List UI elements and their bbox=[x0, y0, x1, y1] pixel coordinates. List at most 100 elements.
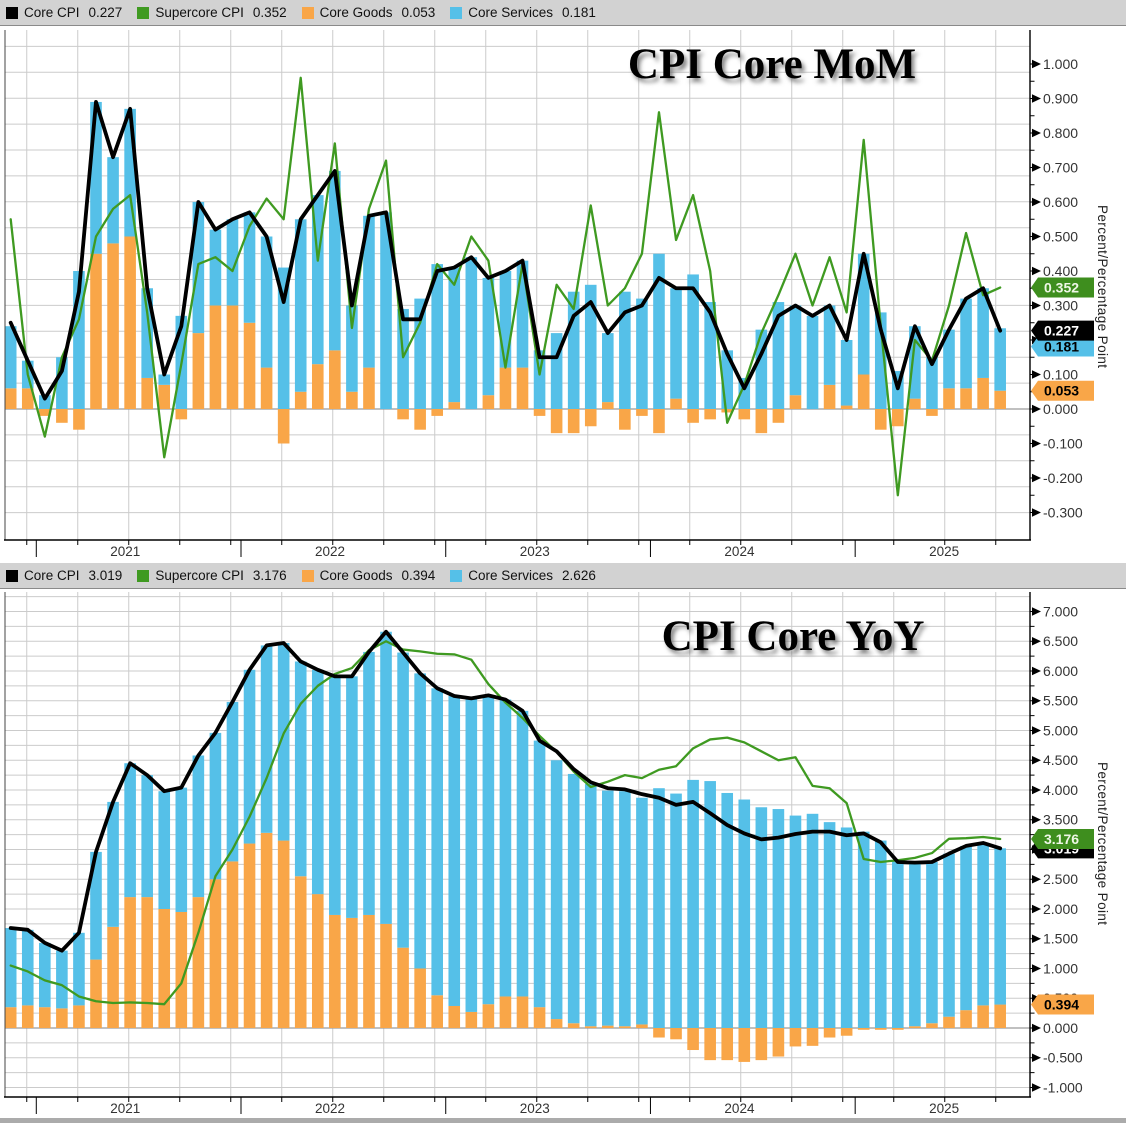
svg-text:0.000: 0.000 bbox=[1043, 1020, 1078, 1036]
svg-text:0.181: 0.181 bbox=[1044, 339, 1079, 355]
stacked-bars bbox=[4, 101, 1006, 444]
svg-text:0.400: 0.400 bbox=[1043, 263, 1078, 279]
svg-text:5.000: 5.000 bbox=[1043, 722, 1078, 738]
legend-label: Core CPI bbox=[24, 5, 80, 20]
svg-text:5.500: 5.500 bbox=[1043, 693, 1078, 709]
svg-text:-0.300: -0.300 bbox=[1043, 504, 1083, 520]
legend-value: 0.227 bbox=[88, 5, 123, 20]
mom-chart-title: CPI Core MoM bbox=[627, 41, 917, 88]
supercore-cpi-line bbox=[9, 76, 1002, 497]
svg-text:-1.000: -1.000 bbox=[1043, 1079, 1083, 1095]
svg-text:4.000: 4.000 bbox=[1043, 782, 1078, 798]
legend-swatch-icon bbox=[301, 569, 314, 582]
legend-value: 0.352 bbox=[252, 5, 287, 20]
x-year-label: 2021 bbox=[110, 544, 140, 559]
core-cpi-line bbox=[8, 629, 1003, 953]
x-year-label: 2023 bbox=[520, 1101, 550, 1116]
legend-swatch-icon bbox=[450, 6, 463, 19]
legend-item-core-services: Core Services 0.181 bbox=[450, 5, 596, 20]
legend-label: Core CPI bbox=[24, 568, 80, 583]
tag-0.352 bbox=[1031, 277, 1094, 298]
svg-text:1.500: 1.500 bbox=[1043, 931, 1078, 947]
legend-label: Core Goods bbox=[319, 5, 393, 20]
svg-text:0.800: 0.800 bbox=[1043, 125, 1078, 141]
legend-swatch-icon bbox=[450, 569, 463, 582]
legend-value: 0.394 bbox=[401, 568, 436, 583]
tag-0.394 bbox=[1031, 994, 1094, 1015]
legend-item-core-goods: Core Goods 0.394 bbox=[301, 568, 436, 583]
svg-text:4.500: 4.500 bbox=[1043, 752, 1078, 768]
svg-text:1.000: 1.000 bbox=[1043, 56, 1078, 72]
x-year-label: 2025 bbox=[929, 1101, 959, 1116]
legend-value: 0.053 bbox=[401, 5, 436, 20]
legend-item-supercore-cpi: Supercore CPI 3.176 bbox=[137, 568, 287, 583]
legend-item-core-goods: Core Goods 0.053 bbox=[301, 5, 436, 20]
x-year-label: 2024 bbox=[724, 544, 755, 559]
window-bottom-edge bbox=[0, 1118, 1126, 1123]
svg-text:3.500: 3.500 bbox=[1043, 812, 1078, 828]
legend-swatch-icon bbox=[6, 569, 18, 582]
svg-text:6.500: 6.500 bbox=[1043, 633, 1078, 649]
svg-text:-0.100: -0.100 bbox=[1043, 435, 1083, 451]
svg-text:0.227: 0.227 bbox=[1044, 323, 1079, 339]
svg-text:0.100: 0.100 bbox=[1043, 366, 1078, 382]
yoy-panel: 7.000 6.500 6.000 5.500 5.000 4.500 4.000 3.500… bbox=[4, 592, 1094, 1116]
legend-label: Core Services bbox=[468, 5, 554, 20]
svg-text:1.000: 1.000 bbox=[1043, 960, 1078, 976]
legend-item-core-cpi: Core CPI 3.019 bbox=[6, 568, 122, 583]
mom-panel: 1.000 0.900 0.800 0.700 0.600 0.500 0.400 0.300… bbox=[4, 30, 1094, 559]
tag-3.176 bbox=[1031, 829, 1094, 850]
y-tick-labels: 1.000 0.900 0.800 0.700 0.600 0.500 0.400 0.300… bbox=[1032, 56, 1083, 520]
legend-swatch-icon bbox=[137, 6, 150, 19]
yoy-chart-title: CPI Core YoY bbox=[661, 613, 925, 660]
x-year-label: 2025 bbox=[929, 544, 959, 559]
svg-text:-0.500: -0.500 bbox=[1043, 1050, 1083, 1066]
svg-text:0.700: 0.700 bbox=[1043, 159, 1078, 175]
mom-legend-strip: Core CPI 0.227 Supercore CPI 0.352 Core Good… bbox=[0, 0, 1126, 26]
legend-swatch-icon bbox=[137, 569, 150, 582]
tag-0.053 bbox=[1031, 380, 1094, 401]
svg-text:0.053: 0.053 bbox=[1044, 383, 1079, 399]
svg-text:0.900: 0.900 bbox=[1043, 90, 1078, 106]
svg-text:0.600: 0.600 bbox=[1043, 194, 1078, 210]
tag-0.227 bbox=[1031, 320, 1094, 341]
legend-label: Supercore CPI bbox=[155, 5, 244, 20]
svg-text:0.000: 0.000 bbox=[1043, 401, 1078, 417]
core-cpi-line bbox=[8, 100, 1003, 401]
mom-yaxis-title: Percent/Percentage Point bbox=[1095, 205, 1110, 369]
legend-value: 3.019 bbox=[88, 568, 123, 583]
legend-swatch-icon bbox=[6, 6, 18, 19]
svg-text:-0.200: -0.200 bbox=[1043, 470, 1083, 486]
x-year-label: 2022 bbox=[315, 1101, 345, 1116]
legend-item-core-services: Core Services 2.626 bbox=[450, 568, 596, 583]
yoy-yaxis-title: Percent/Percentage Point bbox=[1095, 762, 1110, 926]
tag-0.181 bbox=[1031, 336, 1094, 357]
legend-value: 2.626 bbox=[562, 568, 596, 583]
stacked-bars bbox=[4, 631, 1006, 1062]
svg-text:2.500: 2.500 bbox=[1043, 871, 1078, 887]
svg-text:2.000: 2.000 bbox=[1043, 901, 1078, 917]
x-year-label: 2023 bbox=[520, 544, 550, 559]
legend-label: Core Services bbox=[468, 568, 554, 583]
svg-text:6.000: 6.000 bbox=[1043, 663, 1078, 679]
legend-item-core-cpi: Core CPI 0.227 bbox=[6, 5, 122, 20]
legend-item-supercore-cpi: Supercore CPI 0.352 bbox=[137, 5, 287, 20]
legend-value: 0.181 bbox=[562, 5, 596, 20]
legend-label: Core Goods bbox=[319, 568, 393, 583]
svg-text:7.000: 7.000 bbox=[1043, 603, 1078, 619]
svg-text:0.500: 0.500 bbox=[1043, 228, 1078, 244]
legend-value: 3.176 bbox=[252, 568, 287, 583]
svg-text:0.300: 0.300 bbox=[1043, 297, 1078, 313]
supercore-cpi-line bbox=[9, 640, 1002, 1006]
svg-text:0.394: 0.394 bbox=[1044, 997, 1079, 1013]
yoy-legend-strip: Core CPI 3.019 Supercore CPI 3.176 Core Good… bbox=[0, 563, 1126, 589]
x-year-label: 2024 bbox=[724, 1101, 755, 1116]
legend-label: Supercore CPI bbox=[155, 568, 244, 583]
svg-text:0.352: 0.352 bbox=[1044, 280, 1079, 296]
legend-swatch-icon bbox=[301, 6, 314, 19]
x-year-label: 2022 bbox=[315, 544, 345, 559]
